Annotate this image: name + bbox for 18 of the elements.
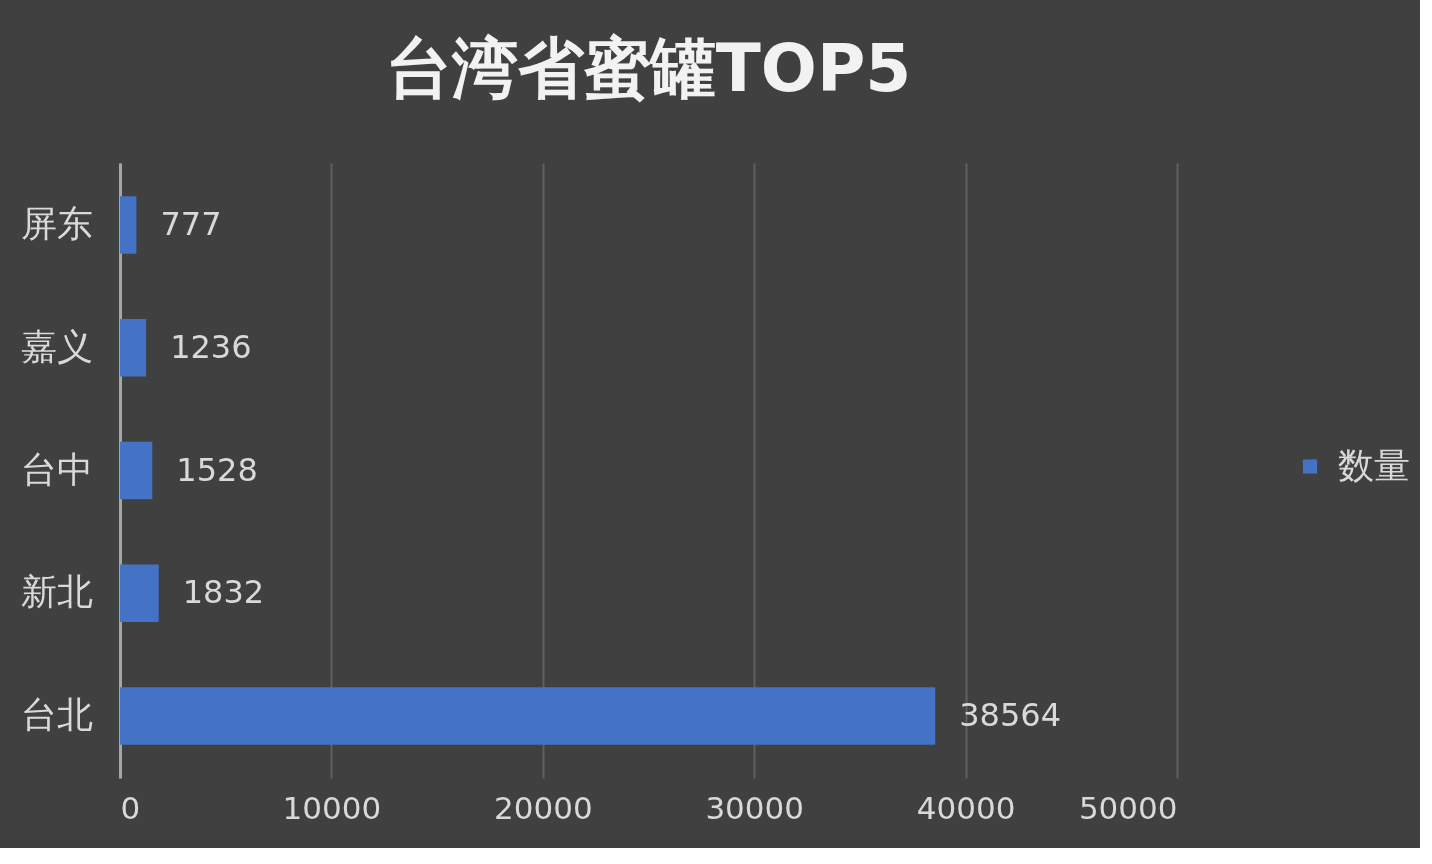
x-tick-label: 40000 bbox=[916, 789, 1016, 826]
y-tick-label: 新北 bbox=[20, 571, 93, 613]
y-tick-label: 台中 bbox=[20, 448, 93, 490]
x-tick-label: 30000 bbox=[705, 789, 805, 826]
y-tick-label: 嘉义 bbox=[20, 325, 93, 367]
x-tick-label: 50000 bbox=[1078, 789, 1178, 826]
legend-label: 数量 bbox=[1338, 444, 1410, 486]
y-tick-label: 台北 bbox=[20, 694, 93, 736]
data-label: 777 bbox=[160, 204, 222, 243]
chart-title: 台湾省蜜罐TOP5 bbox=[385, 30, 912, 107]
x-tick-label: 20000 bbox=[493, 789, 593, 826]
x-tick-label: 0 bbox=[120, 789, 141, 826]
x-tick-label: 10000 bbox=[282, 789, 382, 826]
data-label: 38564 bbox=[959, 696, 1062, 735]
data-label: 1528 bbox=[176, 450, 258, 489]
y-tick-label: 屏东 bbox=[20, 202, 93, 244]
data-label: 1832 bbox=[182, 573, 265, 612]
data-label: 1236 bbox=[170, 327, 252, 366]
